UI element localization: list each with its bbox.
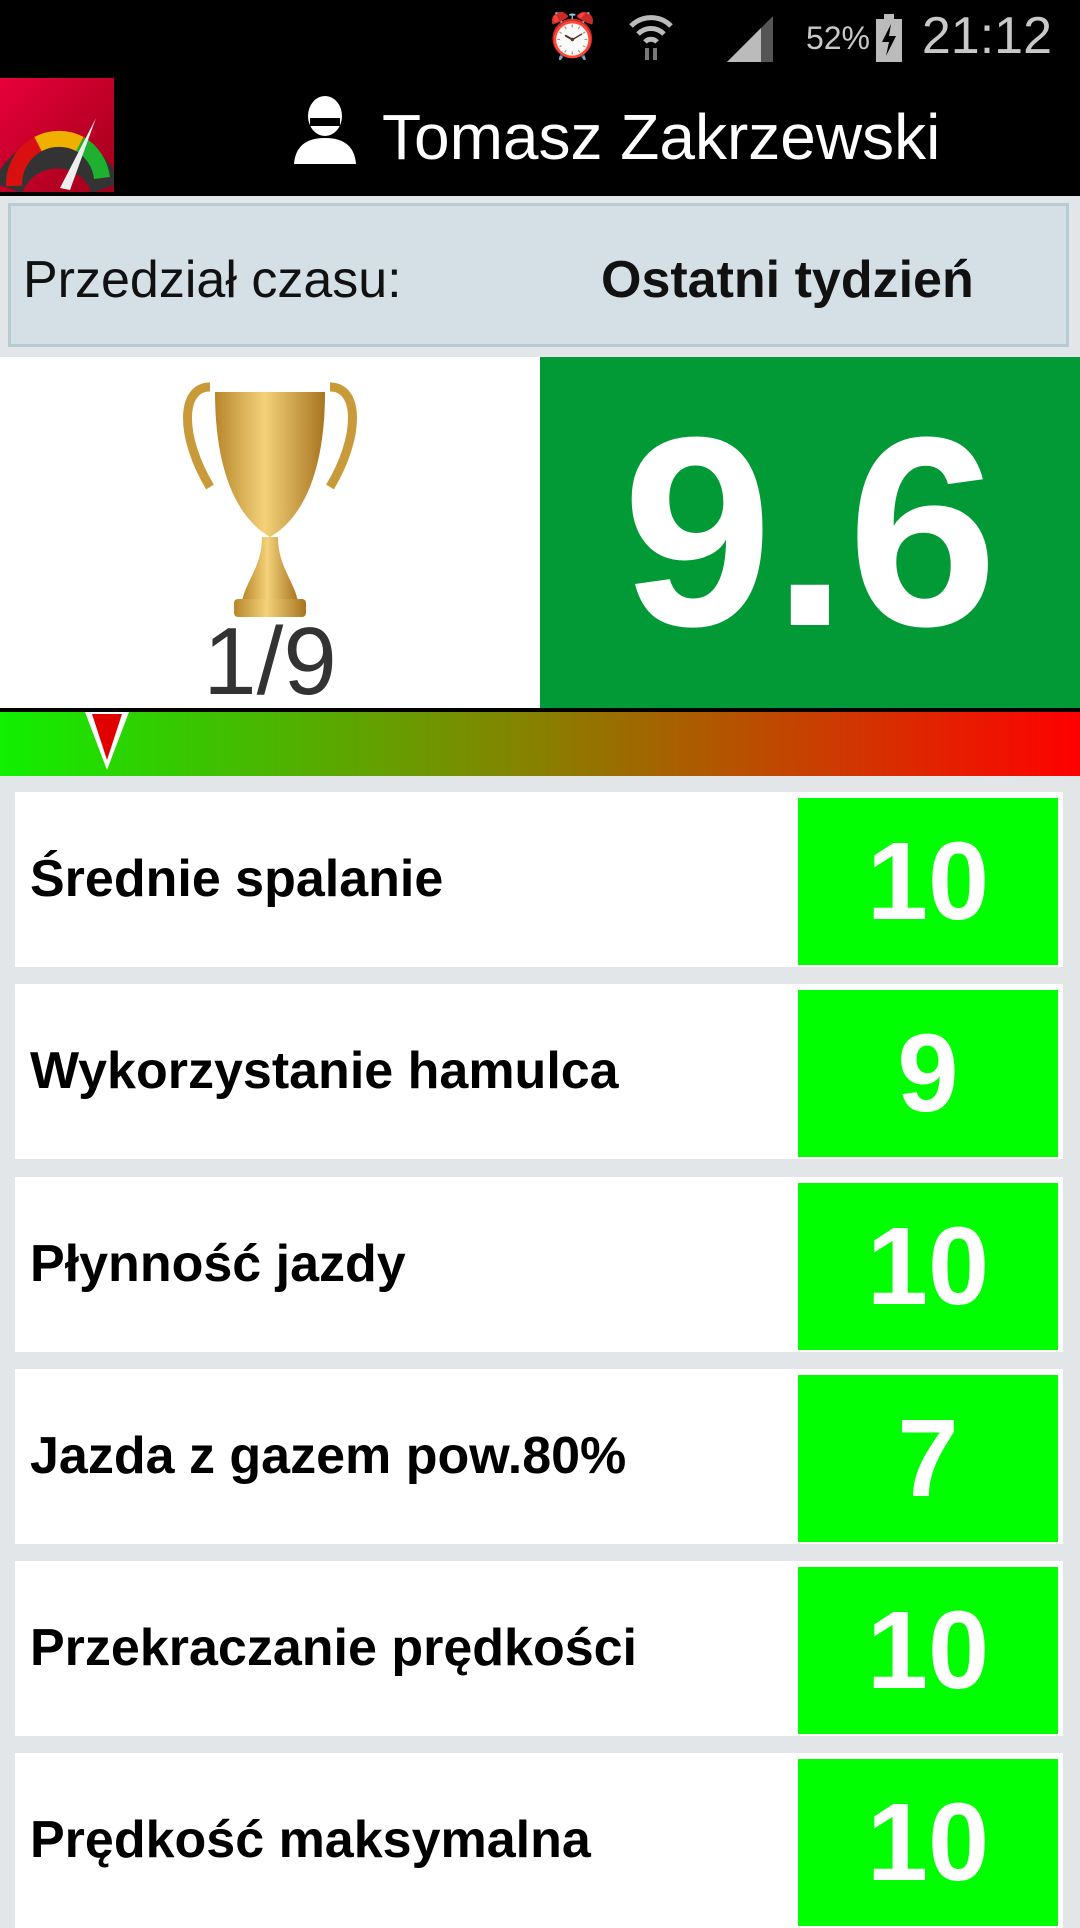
metric-score: 10 (798, 798, 1058, 965)
metric-name: Prędkość maksymalna (30, 1811, 591, 1869)
person-icon (290, 94, 360, 179)
score-value: 9.6 (540, 357, 1080, 709)
score-gauge (0, 708, 1080, 776)
rank-panel: 1/9 (0, 357, 540, 715)
status-bar: ⏰ 52% 21:12 (0, 0, 1080, 78)
metric-score: 9 (798, 990, 1058, 1157)
metric-row[interactable]: Prędkość maksymalna 10 (15, 1753, 1063, 1928)
period-label: Przedział czasu: (23, 251, 402, 309)
rank-value: 1/9 (203, 608, 337, 715)
metric-row[interactable]: Przekraczanie prędkości 10 (15, 1561, 1063, 1736)
clock: 21:12 (921, 7, 1052, 65)
user-name: Tomasz Zakrzewski (382, 100, 941, 173)
metric-row[interactable]: Wykorzystanie hamulca 9 (15, 984, 1063, 1159)
battery-charging-icon (876, 14, 902, 73)
speedometer-icon[interactable] (0, 78, 114, 192)
metric-score: 7 (798, 1375, 1058, 1542)
metric-name: Jazda z gazem pow.80% (30, 1427, 627, 1485)
period-selector[interactable]: Przedział czasu: Ostatni tydzień (8, 203, 1069, 347)
trophy-icon (183, 382, 357, 617)
wifi-icon (627, 10, 675, 73)
metric-row[interactable]: Płynność jazdy 10 (15, 1177, 1063, 1352)
metric-row[interactable]: Średnie spalanie 10 (15, 792, 1063, 967)
battery-percent: 52% (805, 20, 870, 56)
gauge-marker-icon (85, 712, 130, 770)
metric-score: 10 (798, 1759, 1058, 1926)
alarm-icon: ⏰ (545, 12, 600, 61)
period-value[interactable]: Ostatni tydzień (601, 251, 974, 309)
metric-name: Przekraczanie prędkości (30, 1619, 637, 1677)
user-header: Tomasz Zakrzewski (290, 94, 940, 179)
metric-row[interactable]: Jazda z gazem pow.80% 7 (15, 1369, 1063, 1544)
metric-name: Płynność jazdy (30, 1235, 406, 1293)
metric-name: Średnie spalanie (30, 850, 444, 908)
app-bar: Tomasz Zakrzewski (0, 78, 1080, 196)
signal-icon (725, 14, 775, 75)
metric-score: 10 (798, 1567, 1058, 1734)
metric-score: 10 (798, 1183, 1058, 1350)
metric-name: Wykorzystanie hamulca (30, 1042, 619, 1100)
